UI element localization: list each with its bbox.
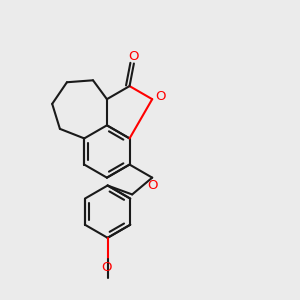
Text: O: O [147,179,158,193]
Text: O: O [155,90,166,103]
Text: O: O [101,261,111,274]
Text: O: O [129,50,139,63]
